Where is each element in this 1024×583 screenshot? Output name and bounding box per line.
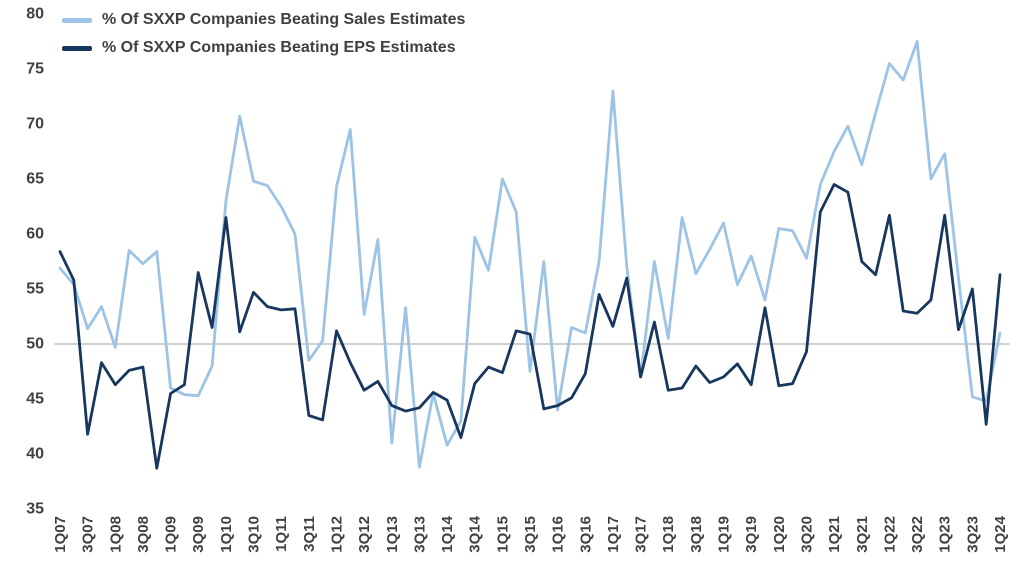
svg-text:3Q21: 3Q21 [854, 516, 871, 553]
svg-text:3Q14: 3Q14 [467, 515, 484, 552]
svg-text:35: 35 [26, 501, 44, 518]
svg-text:3Q12: 3Q12 [356, 516, 373, 553]
svg-text:3Q10: 3Q10 [246, 516, 263, 553]
svg-text:40: 40 [26, 446, 44, 463]
svg-text:1Q07: 1Q07 [52, 516, 69, 553]
svg-text:1Q13: 1Q13 [384, 516, 401, 553]
svg-text:1Q10: 1Q10 [218, 516, 235, 553]
svg-text:70: 70 [26, 116, 44, 133]
svg-text:1Q08: 1Q08 [107, 516, 124, 553]
svg-text:3Q20: 3Q20 [799, 516, 816, 553]
svg-text:60: 60 [26, 226, 44, 243]
svg-text:1Q15: 1Q15 [494, 516, 511, 553]
legend: % Of SXXP Companies Beating Sales Estima… [62, 10, 465, 59]
svg-text:45: 45 [26, 391, 44, 408]
svg-text:1Q20: 1Q20 [771, 516, 788, 553]
svg-text:3Q15: 3Q15 [522, 516, 539, 553]
legend-label-eps: % Of SXXP Companies Beating EPS Estimate… [102, 38, 456, 56]
svg-text:3Q09: 3Q09 [190, 516, 207, 553]
svg-text:75: 75 [26, 61, 44, 78]
svg-text:1Q22: 1Q22 [881, 516, 898, 553]
svg-text:1Q19: 1Q19 [716, 516, 733, 553]
svg-text:1Q16: 1Q16 [550, 516, 567, 553]
legend-item-eps: % Of SXXP Companies Beating EPS Estimate… [62, 38, 465, 59]
svg-text:1Q23: 1Q23 [937, 516, 954, 553]
svg-text:3Q18: 3Q18 [688, 516, 705, 553]
svg-text:80: 80 [26, 6, 44, 23]
eps-line-swatch [62, 45, 92, 51]
svg-text:3Q13: 3Q13 [411, 516, 428, 553]
svg-text:3Q07: 3Q07 [80, 516, 97, 553]
svg-text:3Q16: 3Q16 [577, 516, 594, 553]
svg-text:50: 50 [26, 336, 44, 353]
svg-text:3Q19: 3Q19 [743, 516, 760, 553]
svg-text:1Q11: 1Q11 [273, 516, 290, 552]
svg-text:1Q17: 1Q17 [605, 516, 622, 553]
svg-text:1Q18: 1Q18 [660, 516, 677, 553]
sales-line-swatch [62, 17, 92, 23]
legend-item-sales: % Of SXXP Companies Beating Sales Estima… [62, 10, 465, 31]
svg-text:55: 55 [26, 281, 44, 298]
svg-text:3Q17: 3Q17 [633, 516, 650, 553]
svg-text:3Q22: 3Q22 [909, 516, 926, 553]
svg-text:3Q11: 3Q11 [301, 516, 318, 552]
legend-label-sales: % Of SXXP Companies Beating Sales Estima… [102, 11, 466, 28]
svg-text:3Q08: 3Q08 [135, 516, 152, 553]
svg-text:1Q12: 1Q12 [329, 516, 346, 553]
svg-text:1Q09: 1Q09 [163, 516, 180, 553]
svg-text:1Q24: 1Q24 [992, 515, 1009, 552]
svg-text:1Q21: 1Q21 [826, 516, 843, 553]
svg-text:3Q23: 3Q23 [964, 516, 981, 553]
svg-text:65: 65 [26, 171, 44, 188]
svg-text:1Q14: 1Q14 [439, 515, 456, 552]
